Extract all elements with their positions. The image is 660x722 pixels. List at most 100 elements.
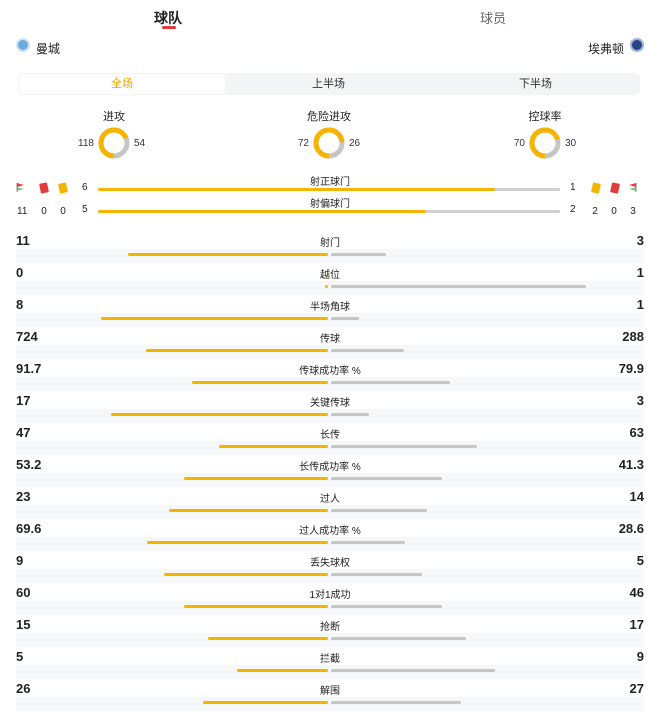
stat-away-value: 14 [629,489,644,504]
stat-away-value: 27 [629,681,644,696]
away-yellow-count: 2 [592,206,598,217]
stat-away-value: 17 [629,617,644,632]
shot-fill [98,188,496,191]
home-red-count: 0 [41,206,47,217]
stat-row: 91.7 传球成功率 % 79.9 [0,361,660,393]
stat-away-bar [331,541,406,544]
donut-title: 进攻 [103,111,125,123]
shot-home-value: 6 [82,182,88,193]
stat-away-value: 79.9 [618,361,644,376]
tab-players[interactable]: 球员 [480,11,507,26]
stat-label: 关键传球 [310,398,350,409]
stat-away-bar [331,605,442,608]
stat-row: 23 过人 14 [0,489,660,521]
stat-away-bar [331,669,495,672]
stat-row-bg [16,569,644,583]
shots-on-target-row: 射正球门 6 1 [0,173,660,194]
stat-label: 丢失球权 [310,558,350,569]
stat-label: 长传成功率 % [299,462,361,473]
donut-chart [529,127,561,159]
shot-label: 射正球门 [310,177,350,188]
stat-away-value: 28.6 [618,521,644,536]
stat-away-value: 1 [636,265,644,280]
stat-row-bg [16,601,644,615]
stat-label: 过人成功率 % [299,526,361,537]
stat-home-bar [191,381,328,384]
shot-fill [98,210,427,213]
stat-home-bar [127,253,328,256]
stat-row: 11 射门 3 [0,233,660,265]
stat-label: 传球成功率 % [299,366,361,377]
stat-away-bar [331,637,467,640]
stat-away-bar [331,317,360,320]
donut-away-value: 26 [349,138,361,149]
donut-home-arc [98,127,130,159]
stat-away-value: 46 [629,585,644,600]
donut-possession: 控球率 70 30 [485,108,605,164]
stat-home-bar [111,413,328,416]
stat-label: 传球 [320,334,340,345]
stat-home-bar [208,637,328,640]
stat-home-bar [325,285,328,288]
period-selector: 全场 上半场 下半场 [18,73,640,95]
period-second-half[interactable]: 下半场 [519,78,552,90]
stat-away-bar [331,701,461,704]
stat-away-bar [331,477,443,480]
stat-home-value: 11 [16,233,30,248]
period-first-half[interactable]: 上半场 [312,78,345,90]
stat-home-value: 0 [16,265,24,280]
stat-away-value: 5 [636,553,644,568]
donut-dangerous-attacks: 危险进攻 72 26 [269,108,389,164]
stat-away-value: 9 [636,649,644,664]
shot-track [98,188,560,191]
stat-row-bg [16,281,644,295]
stat-row-bg [16,313,644,327]
tab-team[interactable]: 球队 [154,10,182,26]
stat-label: 半场角球 [310,302,350,313]
stat-home-bar [101,317,328,320]
stat-home-bar [145,349,328,352]
stat-row-bg [16,633,644,647]
stat-label: 1对1成功 [309,590,351,601]
stat-row: 9 丢失球权 5 [0,553,660,585]
stat-away-value: 41.3 [618,457,644,472]
everton-crest-icon [630,38,644,52]
stat-row: 5 拦截 9 [0,649,660,681]
stat-home-bar [169,509,328,512]
home-corner-count: 11 [17,206,28,217]
stat-row: 17 关键传球 3 [0,393,660,425]
stat-away-bar [331,445,478,448]
donut-home-value: 118 [78,138,94,149]
donut-home-arc [529,127,561,159]
stat-label: 射门 [320,238,340,249]
stat-row-bg [16,377,644,391]
stat-row-bg [16,665,644,679]
stat-away-bar [331,285,586,288]
stat-row-bg [16,441,644,455]
stat-home-bar [183,605,328,608]
stat-away-value: 3 [636,393,644,408]
stat-row: 47 长传 63 [0,425,660,457]
stat-away-value: 3 [636,233,644,248]
stat-away-bar [331,349,404,352]
stat-away-value: 63 [629,425,644,440]
shot-track [98,210,560,213]
stat-row-bg [16,409,644,423]
stat-home-value: 47 [16,425,31,440]
home-team-name: 曼城 [36,42,61,56]
away-team-name: 埃弗顿 [587,42,624,56]
stat-home-bar [164,573,328,576]
stat-row-bg [16,537,644,551]
red-card-icon [610,182,620,194]
corner-flag-icon [16,183,24,192]
period-full-match[interactable]: 全场 [19,74,225,94]
stat-home-value: 69.6 [16,521,42,536]
donut-home-arc [313,127,345,159]
stat-home-bar [202,701,328,704]
yellow-card-icon [591,182,601,194]
stat-away-bar [331,413,370,416]
stat-away-bar [331,573,423,576]
donut-title: 危险进攻 [307,111,351,123]
stat-home-value: 60 [16,585,31,600]
top-tabs: 球队 球员 [0,0,660,32]
